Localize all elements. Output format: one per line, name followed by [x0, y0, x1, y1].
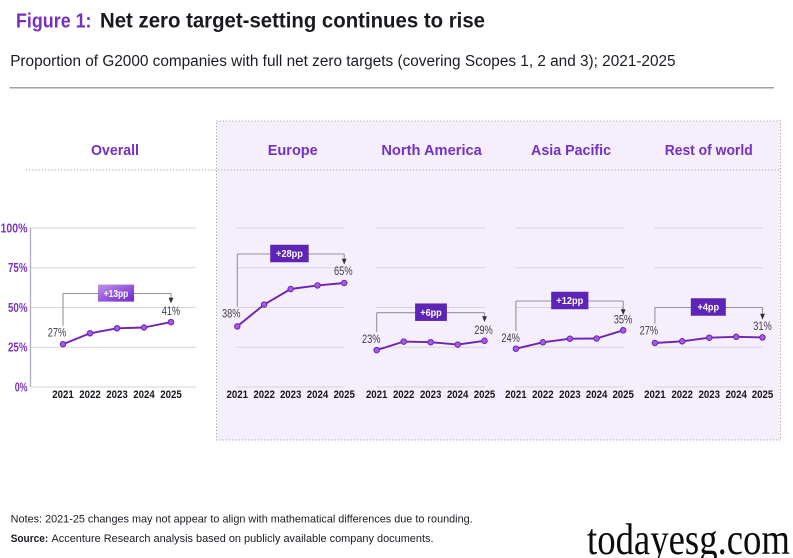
svg-text:Rest of world: Rest of world [665, 142, 753, 159]
svg-text:50%: 50% [8, 301, 28, 315]
svg-text:41%: 41% [162, 305, 181, 318]
svg-text:2025: 2025 [160, 389, 182, 401]
svg-text:2025: 2025 [474, 389, 496, 401]
svg-text:Proportion of G2000 companies: Proportion of G2000 companies with full … [10, 53, 675, 70]
svg-text:2024: 2024 [133, 389, 155, 401]
svg-text:+4pp: +4pp [698, 303, 720, 314]
svg-text:Figure 1:: Figure 1: [16, 11, 92, 33]
svg-text:Europe: Europe [268, 142, 318, 159]
svg-text:Accenture Research analysis ba: Accenture Research analysis based on pub… [52, 533, 434, 545]
svg-text:+12pp: +12pp [556, 296, 583, 307]
svg-text:North America: North America [381, 142, 482, 159]
svg-text:+13pp: +13pp [104, 289, 129, 300]
svg-text:todayesg.com: todayesg.com [587, 515, 790, 558]
svg-text:2024: 2024 [586, 389, 608, 401]
svg-text:100%: 100% [1, 221, 28, 235]
svg-text:+28pp: +28pp [276, 249, 303, 260]
svg-text:2021: 2021 [366, 389, 388, 401]
svg-text:31%: 31% [753, 320, 772, 333]
svg-text:2022: 2022 [532, 389, 554, 401]
svg-text:2021: 2021 [644, 389, 666, 401]
svg-text:+6pp: +6pp [420, 308, 442, 319]
svg-text:0%: 0% [15, 380, 28, 394]
svg-text:75%: 75% [8, 261, 28, 275]
svg-text:2023: 2023 [699, 389, 721, 401]
svg-text:2021: 2021 [52, 389, 74, 401]
svg-text:2025: 2025 [752, 389, 774, 401]
svg-text:2024: 2024 [725, 389, 747, 401]
svg-text:2023: 2023 [106, 389, 128, 401]
svg-text:23%: 23% [362, 333, 381, 346]
svg-text:2022: 2022 [671, 389, 693, 401]
svg-text:24%: 24% [501, 332, 520, 345]
svg-text:27%: 27% [48, 327, 67, 340]
svg-text:Overall: Overall [91, 142, 139, 159]
svg-text:2022: 2022 [79, 389, 101, 401]
svg-text:Asia Pacific: Asia Pacific [531, 142, 611, 159]
svg-text:2021: 2021 [505, 389, 527, 401]
svg-text:2024: 2024 [307, 389, 329, 401]
svg-text:2022: 2022 [393, 389, 415, 401]
svg-text:2023: 2023 [280, 389, 302, 401]
svg-text:25%: 25% [8, 341, 28, 355]
svg-text:Net zero target-setting contin: Net zero target-setting continues to ris… [100, 10, 485, 33]
svg-text:27%: 27% [640, 324, 659, 337]
svg-text:2024: 2024 [447, 389, 469, 401]
svg-text:38%: 38% [222, 308, 241, 321]
svg-text:2025: 2025 [333, 389, 355, 401]
svg-text:2025: 2025 [612, 389, 634, 401]
svg-text:Source:: Source: [11, 533, 49, 545]
svg-text:2023: 2023 [559, 389, 581, 401]
svg-text:Notes: 2021-25 changes may not: Notes: 2021-25 changes may not appear to… [11, 514, 473, 526]
svg-text:2021: 2021 [227, 389, 249, 401]
svg-text:65%: 65% [334, 265, 353, 278]
svg-text:29%: 29% [474, 324, 493, 337]
svg-text:2022: 2022 [253, 389, 275, 401]
svg-text:2023: 2023 [420, 389, 442, 401]
svg-text:35%: 35% [614, 314, 633, 327]
